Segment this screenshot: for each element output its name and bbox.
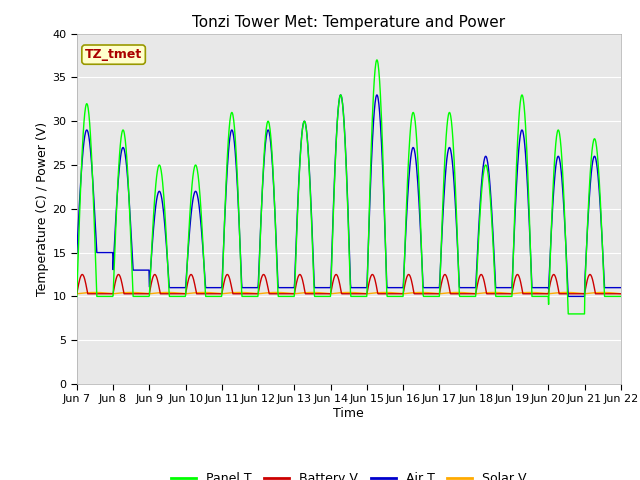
Text: TZ_tmet: TZ_tmet	[85, 48, 142, 61]
Legend: Panel T, Battery V, Air T, Solar V: Panel T, Battery V, Air T, Solar V	[166, 468, 531, 480]
Title: Tonzi Tower Met: Temperature and Power: Tonzi Tower Met: Temperature and Power	[192, 15, 506, 30]
X-axis label: Time: Time	[333, 407, 364, 420]
Y-axis label: Temperature (C) / Power (V): Temperature (C) / Power (V)	[36, 122, 49, 296]
